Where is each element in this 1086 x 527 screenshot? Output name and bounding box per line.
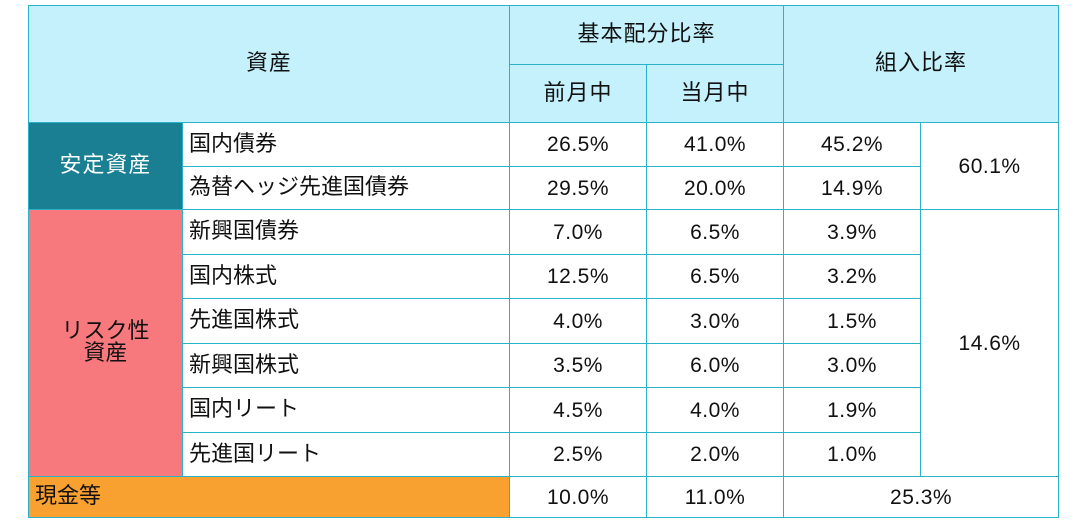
prev-month-value: 12.5%	[509, 253, 648, 300]
risk-subtotal: 14.6%	[920, 209, 1060, 478]
table-row-cash: 現金等 10.0% 11.0% 25.3%	[27, 476, 1060, 518]
table-row: 先進国リート 2.5% 2.0% 1.0%	[29, 431, 1059, 478]
holding-value: 45.2%	[783, 122, 922, 167]
table-row: リスク性 資産 新興国債券 7.0% 6.5% 3.9% 14.6%	[28, 209, 1060, 478]
asset-name: 新興国株式	[181, 342, 511, 389]
this-month-value: 2.0%	[646, 431, 785, 478]
holding-value: 14.9%	[783, 165, 922, 211]
prev-month-value: 2.5%	[509, 431, 648, 478]
category-risk: リスク性 資産	[28, 209, 183, 478]
prev-month-value: 3.5%	[509, 342, 648, 389]
header-this-month: 当月中	[646, 63, 785, 124]
this-month-value: 6.5%	[646, 253, 785, 300]
prev-month-value: 4.5%	[509, 387, 648, 433]
asset-allocation-table: 資産 基本配分比率 組入比率 前月中 当月中 安定資産 国内債券 26.5% 4…	[27, 4, 1060, 518]
holding-value: 1.5%	[783, 298, 922, 344]
asset-name: 国内株式	[181, 253, 511, 300]
cash-holding-value: 25.3%	[783, 476, 1060, 518]
header-basic-ratio: 基本配分比率	[509, 5, 785, 65]
prev-month-value: 4.0%	[509, 298, 648, 344]
table-row: 安定資産 国内債券 26.5% 41.0% 45.2% 60.1%	[28, 122, 1060, 211]
holding-value: 3.0%	[783, 342, 922, 389]
table-row: 国内株式 12.5% 6.5% 3.2%	[29, 253, 1059, 300]
category-risk-line1: リスク性	[61, 319, 150, 345]
this-month-value: 6.5%	[646, 209, 785, 255]
asset-name: 先進国株式	[181, 298, 511, 344]
holding-value: 3.9%	[783, 209, 922, 255]
table-row: 国内リート 4.5% 4.0% 1.9%	[29, 387, 1059, 433]
header-prev-month: 前月中	[509, 63, 648, 124]
this-month-value: 6.0%	[646, 342, 785, 389]
prev-month-value: 26.5%	[509, 122, 648, 167]
cash-prev-month-value: 10.0%	[509, 476, 648, 518]
stable-subtotal: 60.1%	[920, 122, 1060, 211]
asset-name: 先進国リート	[181, 431, 511, 478]
this-month-value: 41.0%	[646, 122, 785, 167]
table-row: 先進国株式 4.0% 3.0% 1.5%	[29, 298, 1059, 344]
prev-month-value: 29.5%	[509, 165, 648, 211]
asset-name: 国内債券	[181, 122, 511, 167]
table-row: 新興国株式 3.5% 6.0% 3.0%	[29, 342, 1059, 389]
holding-value: 1.0%	[783, 431, 922, 478]
this-month-value: 3.0%	[646, 298, 785, 344]
table-row: 為替ヘッジ先進国債券 29.5% 20.0% 14.9%	[29, 165, 1059, 211]
category-stable: 安定資産	[28, 122, 183, 211]
holding-value: 1.9%	[783, 387, 922, 433]
this-month-value: 20.0%	[646, 165, 785, 211]
asset-name: 為替ヘッジ先進国債券	[181, 165, 511, 211]
asset-name: 新興国債券	[181, 209, 511, 255]
asset-name: 国内リート	[181, 387, 511, 433]
this-month-value: 4.0%	[646, 387, 785, 433]
category-risk-line2: 資産	[83, 341, 128, 367]
header-asset: 資産	[27, 4, 511, 124]
category-cash: 現金等	[27, 476, 511, 518]
prev-month-value: 7.0%	[509, 209, 648, 255]
holding-value: 3.2%	[783, 253, 922, 300]
cash-this-month-value: 11.0%	[646, 476, 785, 518]
header-holding-ratio: 組入比率	[783, 4, 1060, 124]
